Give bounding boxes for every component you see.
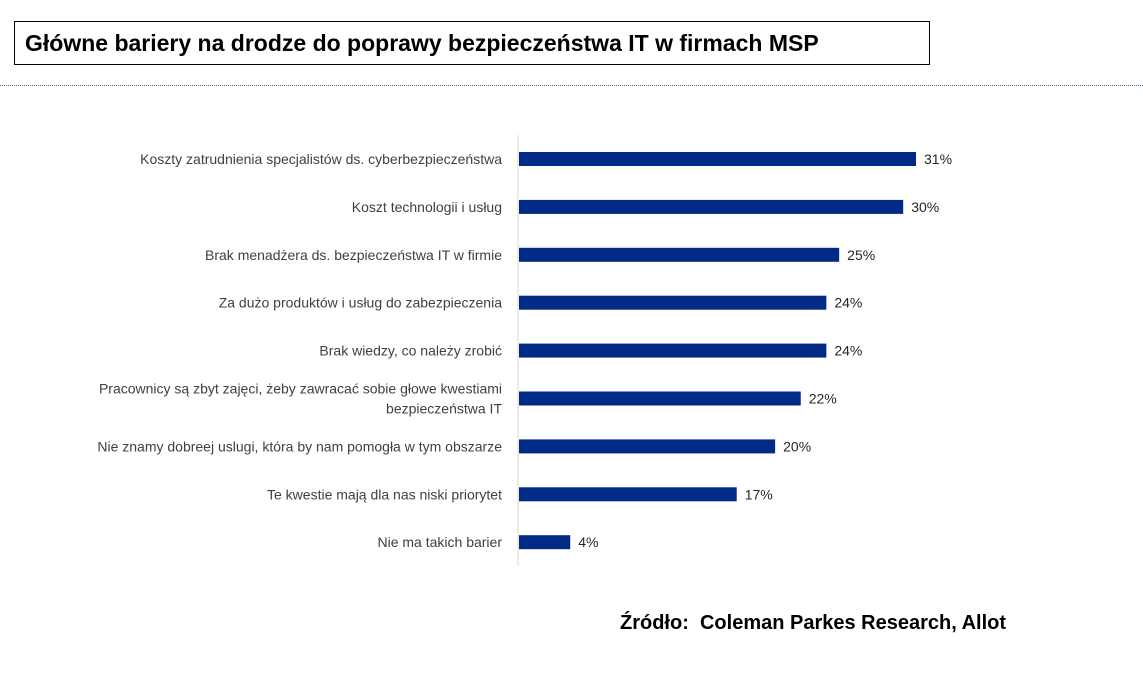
bar-2 (519, 199, 904, 214)
category-label-9: Nie ma takich barier (378, 534, 503, 550)
value-label-4: 24% (834, 295, 862, 311)
category-label-5: Brak wiedzy, co należy zrobić (319, 343, 502, 359)
bar-7 (519, 439, 776, 454)
bar-5 (519, 343, 827, 358)
category-label-line: Brak wiedzy, co należy zrobić (319, 343, 502, 359)
bar-8 (519, 487, 737, 502)
category-label-line: Nie ma takich barier (378, 534, 503, 550)
category-label-7: Nie znamy dobreej uslugi, która by nam p… (97, 438, 502, 454)
header-divider (0, 85, 1143, 86)
bar-1 (519, 152, 916, 166)
bar-4 (519, 295, 827, 310)
category-label-6: Pracownicy są zbyt zajęci, żeby zawracać… (99, 381, 502, 417)
category-label-line: bezpieczeństwa IT (386, 401, 502, 417)
value-label-9: 4% (578, 534, 598, 550)
chart-title-box: Główne bariery na drodze do poprawy bezp… (14, 21, 930, 65)
category-label-2: Koszt technologii i usług (352, 199, 502, 215)
bar-9 (519, 535, 571, 550)
value-label-1: 31% (924, 151, 952, 167)
value-label-6: 22% (809, 391, 837, 407)
category-label-line: Brak menadżera ds. bezpieczeństwa IT w f… (205, 247, 502, 263)
value-label-7: 20% (783, 438, 811, 454)
value-label-5: 24% (834, 343, 862, 359)
category-label-line: Te kwestie mają dla nas niski priorytet (267, 486, 502, 502)
chart-title: Główne bariery na drodze do poprawy bezp… (25, 30, 819, 56)
value-label-8: 17% (745, 486, 773, 502)
category-label-8: Te kwestie mają dla nas niski priorytet (267, 486, 502, 502)
category-label-line: Koszt technologii i usług (352, 199, 502, 215)
bar-3 (519, 247, 840, 262)
category-label-1: Koszty zatrudnienia specjalistów ds. cyb… (140, 151, 502, 167)
category-label-line: Za dużo produktów i usług do zabezpiecze… (219, 295, 503, 311)
category-label-line: Koszty zatrudnienia specjalistów ds. cyb… (140, 151, 502, 167)
category-label-4: Za dużo produktów i usług do zabezpiecze… (219, 295, 503, 311)
category-label-3: Brak menadżera ds. bezpieczeństwa IT w f… (205, 247, 502, 263)
bar-6 (519, 391, 801, 406)
value-label-2: 30% (911, 199, 939, 215)
source-caption: Źródło: Coleman Parkes Research, Allot (620, 612, 1007, 634)
category-label-line: Pracownicy są zbyt zajęci, żeby zawracać… (99, 381, 502, 397)
category-label-line: Nie znamy dobreej uslugi, która by nam p… (97, 438, 502, 454)
value-label-3: 25% (847, 247, 875, 263)
